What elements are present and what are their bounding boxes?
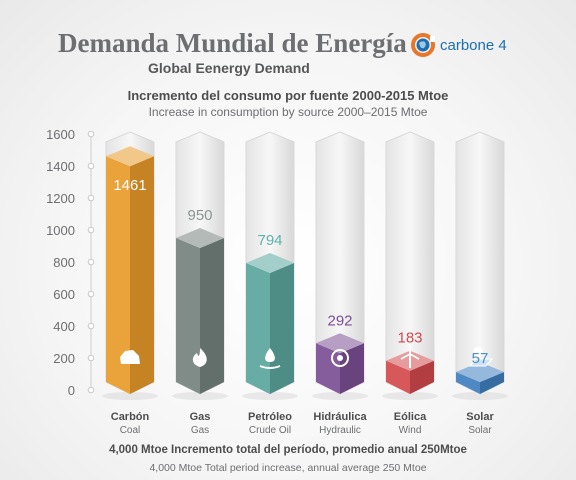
bar-face-left <box>316 343 340 394</box>
y-axis: 0 200 400 600 800 1000 1200 1400 1600 <box>46 127 95 398</box>
y-tick-label: 800 <box>53 255 75 270</box>
bar-top <box>106 146 154 167</box>
solar-sun <box>473 347 483 357</box>
bar-face-left <box>176 238 200 394</box>
y-tick-label: 1000 <box>46 223 75 238</box>
bar-face-left <box>386 360 410 394</box>
bar-value-label: 57 <box>472 350 489 367</box>
chart-subtitle: Increase in consumption by source 2000–2… <box>148 105 428 119</box>
bar-face-right <box>480 372 504 394</box>
bar-group: 794 Petróleo Crude Oil <box>242 131 298 436</box>
bar-group: 950 Gas Gas <box>172 131 228 436</box>
y-tick-dot <box>87 162 95 170</box>
flame-icon <box>192 348 207 367</box>
bar-top <box>176 228 224 248</box>
y-tick-label: 1200 <box>46 191 75 206</box>
y-tick-dot <box>87 130 95 138</box>
y-tick-dot <box>87 258 95 266</box>
bar-face-right <box>340 343 364 394</box>
bar-value-label: 183 <box>397 330 422 347</box>
category-label-en: Hydraulic <box>319 425 361 436</box>
bar-value-label: 794 <box>257 232 282 249</box>
bar-face-right <box>410 360 434 394</box>
y-tick-dot <box>87 322 95 330</box>
bar-value-label: 292 <box>327 312 352 329</box>
footer-total-es: 4,000 Mtoe Incremento total del período,… <box>109 444 467 456</box>
bar-face-left <box>456 372 480 394</box>
hydro-icon <box>331 349 349 367</box>
page-subtitle: Global Eenergy Demand <box>148 60 310 76</box>
category-label: Hidráulica <box>313 411 367 423</box>
bar-face-left <box>246 262 270 394</box>
oil-drop-icon-shape <box>265 348 275 362</box>
hydro-icon-hub <box>337 355 343 361</box>
y-tick-label: 1600 <box>46 127 75 142</box>
y-tick-dot <box>87 386 95 394</box>
y-tick-label: 1400 <box>46 159 75 174</box>
solar-panel-shape <box>468 358 494 367</box>
category-label-en: Gas <box>191 425 209 436</box>
bar-top <box>316 333 364 354</box>
y-tick-label: 200 <box>53 351 75 366</box>
category-label-en: Coal <box>120 425 141 436</box>
y-tick-dot <box>87 354 95 362</box>
bar-value-label: 1461 <box>113 177 146 194</box>
wind-turbine-blades <box>400 344 420 360</box>
bar-group: 57 Solar Solar <box>452 131 508 436</box>
wind-turbine-icon <box>400 344 420 368</box>
bar-shadow <box>312 392 368 400</box>
category-label: Gas <box>190 411 211 423</box>
category-label-en: Solar <box>468 425 492 436</box>
bar-top <box>246 252 294 273</box>
bar-shadow <box>452 392 508 400</box>
flame-icon-shape <box>192 348 207 367</box>
oil-drop-icon-wave <box>259 365 281 369</box>
coal-icon-shape <box>120 350 140 364</box>
category-label: Eólica <box>394 411 427 423</box>
category-label: Solar <box>466 411 494 423</box>
bar-shadow <box>172 392 228 400</box>
coal-icon <box>120 350 140 364</box>
category-label-en: Wind <box>399 425 422 436</box>
bar-shadow <box>102 392 158 400</box>
chart-title: Incremento del consumo por fuente 2000-2… <box>127 88 449 103</box>
bar-group: 292 Hidráulica Hydraulic <box>312 131 368 436</box>
y-tick-dot <box>87 290 95 298</box>
y-tick-label: 600 <box>53 287 75 302</box>
bar-shadow <box>382 392 438 400</box>
oil-drop-icon <box>259 348 281 369</box>
y-tick-label: 0 <box>68 383 75 398</box>
bars: 1461 Carbón Coal 950 Gas Gas 794 Petróleo Crude … <box>102 131 508 436</box>
y-tick-label: 400 <box>53 319 75 334</box>
bar-shadow <box>242 392 298 400</box>
category-label: Carbón <box>111 411 150 423</box>
solar-panel-icon <box>468 347 494 367</box>
bar-group: 1461 Carbón Coal <box>102 131 158 436</box>
y-tick-dot <box>87 226 95 234</box>
globe-logo-icon <box>411 33 435 57</box>
hydro-icon-ring <box>331 349 349 367</box>
bar-face-left <box>106 156 130 394</box>
bar-top <box>456 362 504 382</box>
brand-name: carbone 4 <box>440 36 507 54</box>
bar-face-right <box>270 262 294 394</box>
category-label: Petróleo <box>248 411 292 423</box>
y-tick-dot <box>87 194 95 202</box>
category-label-en: Crude Oil <box>249 425 291 436</box>
bar-face-right <box>130 156 154 394</box>
bar-group: 183 Eólica Wind <box>382 131 438 436</box>
bar-value-label: 950 <box>187 207 212 224</box>
footer-total-en: 4,000 Mtoe Total period increase, annual… <box>149 462 427 474</box>
bar-face-right <box>200 238 224 394</box>
brand-logo: carbone 4 <box>410 32 507 58</box>
page-title: Demanda Mundial de Energía <box>58 28 407 58</box>
